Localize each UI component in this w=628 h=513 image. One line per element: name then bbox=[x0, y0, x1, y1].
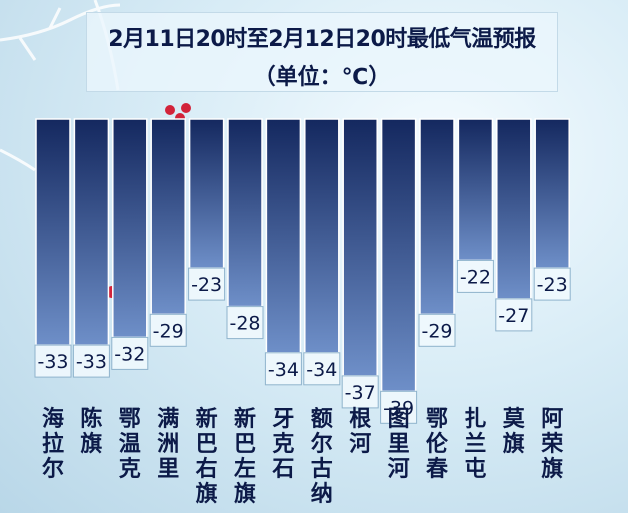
category-label-3: 满洲里 bbox=[157, 407, 179, 482]
category-label-10: 鄂伦春 bbox=[426, 407, 449, 482]
bar-12 bbox=[496, 118, 532, 300]
value-label-box-5 bbox=[226, 306, 264, 340]
category-label-0: 海拉尔 bbox=[42, 406, 64, 482]
bar-9 bbox=[380, 118, 417, 393]
bar-1 bbox=[73, 118, 110, 346]
value-label-box-6 bbox=[264, 352, 302, 386]
chart-title: 2月11日20时至2月12日20时最低气温预报 bbox=[108, 27, 536, 52]
value-label-box-2 bbox=[111, 336, 149, 370]
category-label-12: 莫旗 bbox=[503, 407, 526, 457]
value-label-12: -27 bbox=[498, 305, 529, 327]
value-label-7: -34 bbox=[306, 359, 337, 381]
value-label-box-1 bbox=[72, 344, 110, 378]
value-label-box-7 bbox=[303, 352, 341, 386]
value-label-4: -23 bbox=[191, 274, 222, 296]
value-label-box-10 bbox=[418, 313, 456, 347]
bars-group bbox=[35, 118, 570, 393]
bar-6 bbox=[265, 118, 302, 354]
value-label-2: -32 bbox=[114, 343, 145, 365]
value-label-6: -34 bbox=[268, 359, 299, 381]
value-label-9: -39 bbox=[383, 397, 414, 419]
category-label-8: 根河 bbox=[349, 407, 371, 457]
category-label-13: 阿荣旗 bbox=[540, 407, 563, 482]
value-label-5: -28 bbox=[229, 313, 260, 335]
value-label-box-4 bbox=[188, 267, 226, 301]
category-label-11: 扎兰屯 bbox=[464, 407, 486, 482]
bar-5 bbox=[227, 118, 263, 308]
title-box: 2月11日20时至2月12日20时最低气温预报 （单位：℃） bbox=[86, 12, 558, 92]
category-label-6: 牙克石 bbox=[271, 407, 294, 482]
category-label-2: 鄂温克 bbox=[119, 407, 141, 482]
value-label-0: -33 bbox=[37, 351, 68, 373]
value-label-box-9 bbox=[380, 390, 418, 424]
value-label-8: -37 bbox=[345, 382, 376, 404]
category-label-4: 新巴右旗 bbox=[196, 406, 218, 507]
value-label-3: -29 bbox=[153, 320, 184, 342]
value-label-box-12 bbox=[495, 298, 533, 332]
category-label-1: 陈旗 bbox=[80, 406, 102, 457]
bar-0 bbox=[35, 118, 71, 346]
bar-4 bbox=[188, 118, 225, 269]
bar-10 bbox=[419, 118, 455, 316]
value-label-box-13 bbox=[533, 267, 571, 301]
value-label-box-11 bbox=[456, 259, 494, 293]
category-label-9: 图里河 bbox=[388, 407, 410, 482]
value-label-11: -22 bbox=[460, 266, 491, 288]
bar-3 bbox=[150, 118, 186, 316]
value-label-box-3 bbox=[149, 313, 187, 347]
value-label-1: -33 bbox=[76, 351, 107, 373]
value-label-13: -23 bbox=[537, 274, 568, 296]
value-label-box-0 bbox=[34, 344, 72, 378]
value-label-box-8 bbox=[341, 375, 379, 409]
bar-7 bbox=[304, 118, 340, 354]
category-label-7: 额尔古纳 bbox=[311, 407, 333, 507]
bar-13 bbox=[534, 118, 570, 269]
value-label-10: -29 bbox=[421, 320, 452, 342]
bar-2 bbox=[112, 118, 148, 339]
category-label-5: 新巴左旗 bbox=[234, 406, 256, 507]
bar-8 bbox=[342, 118, 378, 377]
category-labels-group: 海拉尔陈旗鄂温克满洲里新巴右旗新巴左旗牙克石额尔古纳根河图里河鄂伦春扎兰屯莫旗阿… bbox=[42, 406, 563, 507]
bar-11 bbox=[457, 118, 494, 262]
chart-subtitle: （单位：℃） bbox=[253, 65, 391, 90]
value-labels-group: -33 -33 -32-29-23-28-34 -34-37-39-29-22-27-… bbox=[34, 259, 571, 424]
